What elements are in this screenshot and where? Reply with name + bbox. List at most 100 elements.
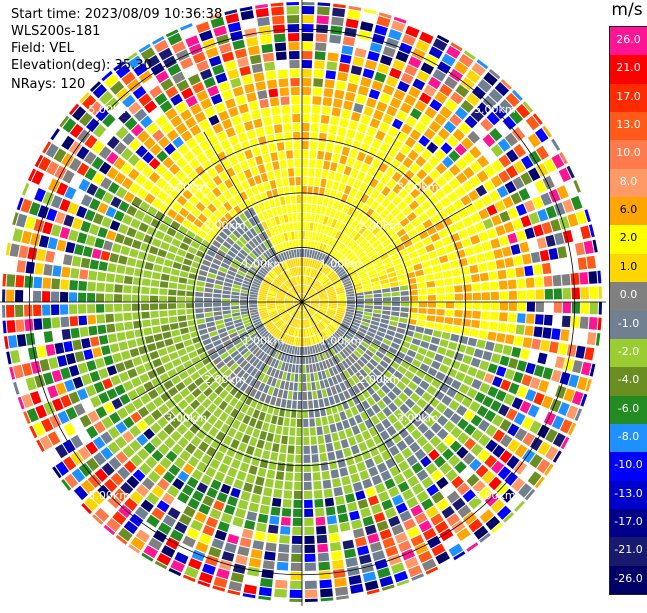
gate-cell (383, 306, 391, 310)
gate-cell (17, 260, 26, 273)
gate-cell (87, 304, 95, 313)
gate-cell (338, 183, 345, 192)
gate-cell (551, 261, 560, 273)
gate-cell (251, 549, 263, 559)
gate-cell (514, 336, 524, 347)
gate-cell (310, 427, 316, 435)
gate-cell (334, 90, 344, 100)
gate-cell (357, 171, 366, 181)
gate-cell (109, 253, 119, 263)
colorbar-tick-label: -17.0 (610, 515, 647, 528)
colorbar-tick-label: -8.0 (610, 430, 647, 443)
gate-cell (326, 443, 334, 452)
gate-cell (36, 249, 46, 261)
gate-cell (362, 450, 372, 460)
gate-cell (298, 222, 301, 230)
gate-cell (500, 302, 508, 311)
gate-cell (346, 19, 359, 29)
gate-cell (374, 512, 386, 523)
gate-cell (275, 43, 286, 52)
gate-cell (159, 289, 167, 295)
gate-cell (344, 166, 352, 176)
gate-cell (170, 276, 179, 283)
gate-cell (115, 362, 125, 372)
gate-cell (545, 302, 553, 313)
gate-cell (213, 298, 221, 302)
gate-cell (445, 317, 454, 324)
gate-cell (485, 341, 495, 351)
gate-cell (341, 175, 349, 184)
gate-cell (277, 142, 285, 151)
gate-cell (430, 233, 440, 242)
gate-cell (249, 558, 261, 568)
gate-cell (251, 494, 261, 504)
gate-cell (273, 115, 282, 124)
gate-cell (347, 299, 355, 301)
gate-cell (527, 302, 535, 312)
gate-cell (145, 335, 154, 343)
gate-cell (164, 362, 174, 371)
gate-cell (480, 273, 489, 282)
gate-cell (246, 37, 258, 47)
gate-cell (304, 249, 307, 257)
gate-cell (246, 445, 255, 455)
gate-cell (263, 154, 271, 163)
gate-cell (446, 225, 456, 235)
gate-cell (527, 290, 535, 300)
gate-cell (80, 327, 89, 337)
gate-cell (383, 297, 391, 301)
gate-cell (320, 588, 333, 597)
gate-cell (361, 163, 370, 173)
gate-cell (298, 231, 301, 239)
gate-cell (230, 525, 242, 536)
gate-cell (289, 382, 294, 390)
gate-cell (308, 392, 313, 400)
colorbar-tick-label: 8.0 (610, 175, 647, 188)
gate-cell (271, 415, 278, 424)
gate-cell (323, 480, 332, 489)
gate-cell (284, 418, 290, 427)
gate-cell (99, 335, 108, 345)
gate-cell (455, 302, 463, 309)
gate-cell (290, 373, 294, 381)
gate-cell (318, 142, 326, 151)
gate-cell (526, 278, 535, 288)
gate-cell (549, 248, 559, 260)
gate-cell (155, 230, 165, 239)
gate-cell (422, 237, 432, 246)
gate-cell (291, 96, 300, 104)
gate-cell (197, 275, 206, 281)
gate-cell (554, 232, 564, 245)
gate-cell (2, 305, 5, 318)
colorbar-tick-label: -21.0 (610, 543, 647, 556)
gate-cell (296, 446, 302, 454)
gate-cell (124, 276, 133, 284)
gate-cell (233, 86, 244, 96)
gate-cell (222, 119, 233, 130)
gate-cell (596, 333, 601, 346)
gate-cell (467, 367, 477, 377)
gate-cell (224, 505, 235, 516)
gate-cell (288, 364, 292, 372)
gate-cell (240, 303, 248, 306)
gate-cell (503, 345, 513, 356)
gate-cell (365, 298, 373, 301)
gate-cell (261, 496, 271, 505)
gate-cell (221, 513, 233, 524)
gate-cell (309, 364, 313, 372)
gate-cell (281, 517, 291, 526)
gate-cell (45, 251, 55, 263)
gate-cell (277, 206, 283, 215)
gate-cell (231, 295, 239, 298)
gate-cell (338, 127, 347, 136)
gate-cell (312, 196, 317, 205)
gate-cell (274, 34, 286, 43)
gate-cell (167, 345, 177, 353)
gate-cell (542, 327, 551, 338)
gate-cell (155, 257, 164, 265)
gate-cell (411, 257, 420, 265)
gate-cell (305, 240, 308, 248)
gate-cell (522, 254, 532, 265)
gate-cell (598, 318, 602, 331)
gate-cell (354, 48, 366, 58)
